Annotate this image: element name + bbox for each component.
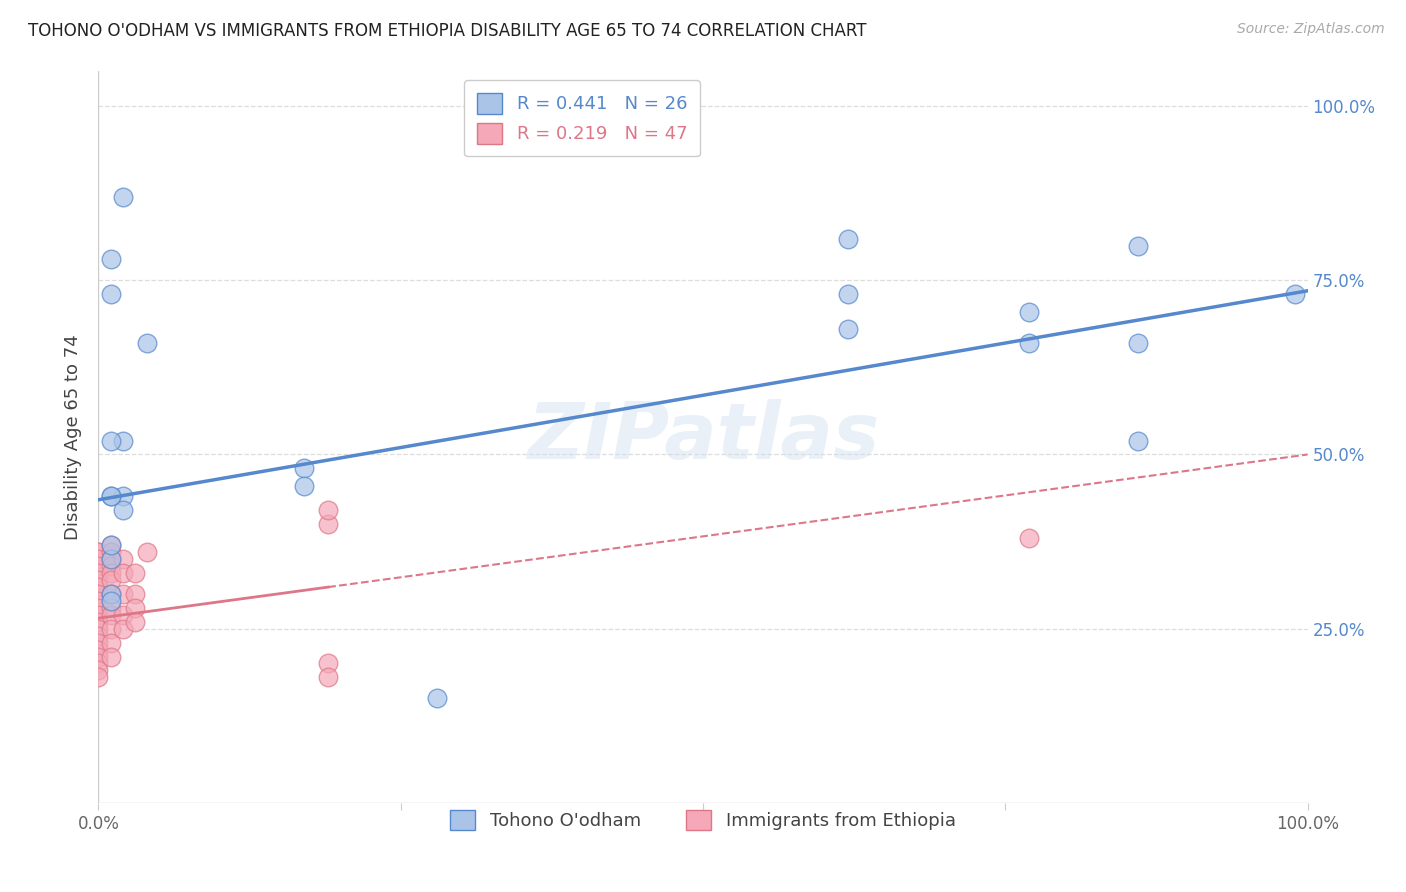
Point — [87, 629, 110, 643]
Point — [87, 657, 110, 671]
Legend: Tohono O'odham, Immigrants from Ethiopia: Tohono O'odham, Immigrants from Ethiopia — [443, 803, 963, 838]
Text: TOHONO O'ODHAM VS IMMIGRANTS FROM ETHIOPIA DISABILITY AGE 65 TO 74 CORRELATION C: TOHONO O'ODHAM VS IMMIGRANTS FROM ETHIOP… — [28, 22, 866, 40]
Point — [100, 558, 122, 573]
Point — [87, 587, 110, 601]
Point — [111, 552, 134, 566]
Point — [292, 479, 315, 493]
Point — [87, 558, 110, 573]
Point — [426, 691, 449, 706]
Point — [100, 489, 122, 503]
Point — [1128, 336, 1150, 351]
Point — [87, 594, 110, 608]
Point — [316, 670, 339, 684]
Point — [100, 622, 122, 636]
Point — [100, 649, 122, 664]
Point — [87, 600, 110, 615]
Point — [316, 517, 339, 532]
Point — [111, 622, 134, 636]
Point — [111, 587, 134, 601]
Point — [87, 664, 110, 678]
Point — [87, 670, 110, 684]
Point — [100, 538, 122, 552]
Point — [1018, 531, 1040, 545]
Point — [837, 231, 859, 245]
Text: ZIPatlas: ZIPatlas — [527, 399, 879, 475]
Point — [111, 566, 134, 580]
Point — [111, 190, 134, 204]
Point — [87, 615, 110, 629]
Point — [87, 545, 110, 559]
Point — [135, 545, 157, 559]
Point — [100, 538, 122, 552]
Point — [292, 461, 315, 475]
Point — [124, 615, 146, 629]
Point — [87, 566, 110, 580]
Point — [100, 287, 122, 301]
Point — [100, 552, 122, 566]
Point — [100, 552, 122, 566]
Point — [100, 434, 122, 448]
Point — [837, 322, 859, 336]
Point — [135, 336, 157, 351]
Point — [87, 573, 110, 587]
Point — [100, 607, 122, 622]
Point — [124, 566, 146, 580]
Point — [87, 622, 110, 636]
Point — [837, 287, 859, 301]
Point — [100, 587, 122, 601]
Point — [1018, 336, 1040, 351]
Point — [316, 503, 339, 517]
Point — [87, 635, 110, 649]
Point — [1128, 238, 1150, 252]
Point — [100, 489, 122, 503]
Point — [111, 489, 134, 503]
Point — [100, 545, 122, 559]
Point — [100, 573, 122, 587]
Point — [87, 552, 110, 566]
Point — [111, 503, 134, 517]
Point — [111, 607, 134, 622]
Text: Source: ZipAtlas.com: Source: ZipAtlas.com — [1237, 22, 1385, 37]
Y-axis label: Disability Age 65 to 74: Disability Age 65 to 74 — [65, 334, 83, 540]
Point — [1128, 434, 1150, 448]
Point — [100, 587, 122, 601]
Point — [87, 580, 110, 594]
Point — [100, 252, 122, 267]
Point — [87, 607, 110, 622]
Point — [100, 600, 122, 615]
Point — [124, 587, 146, 601]
Point — [1284, 287, 1306, 301]
Point — [124, 600, 146, 615]
Point — [87, 642, 110, 657]
Point — [316, 657, 339, 671]
Point — [111, 434, 134, 448]
Point — [87, 545, 110, 559]
Point — [100, 566, 122, 580]
Point — [100, 594, 122, 608]
Point — [87, 649, 110, 664]
Point — [1018, 304, 1040, 318]
Point — [100, 635, 122, 649]
